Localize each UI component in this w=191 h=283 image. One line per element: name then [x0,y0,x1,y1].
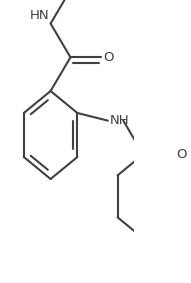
Text: O: O [176,148,187,161]
Text: O: O [104,51,114,64]
Text: HN: HN [30,8,49,22]
Text: NH: NH [110,114,129,127]
